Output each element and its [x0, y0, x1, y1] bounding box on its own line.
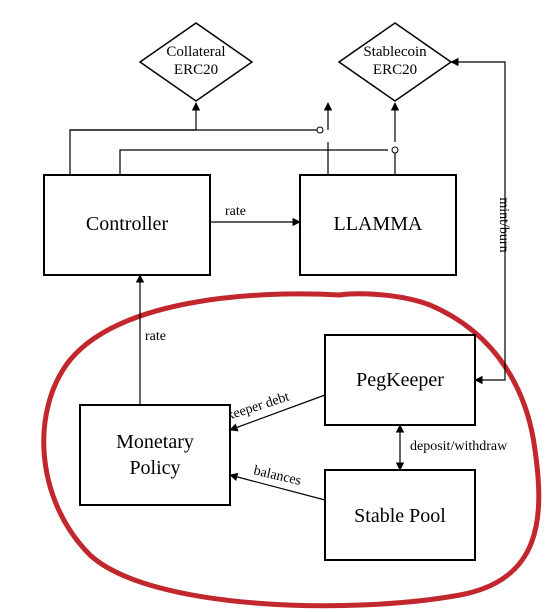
edge-label-depwith: deposit/withdraw	[410, 439, 508, 454]
svg-text:Policy: Policy	[129, 457, 180, 479]
svg-text:Stablecoin: Stablecoin	[363, 44, 427, 60]
svg-text:Controller: Controller	[86, 213, 169, 235]
edge-label-mintburn: mint/burn	[496, 197, 511, 252]
architecture-diagram: rate rate pegkeeper debt balances deposi…	[0, 0, 549, 612]
svg-text:ERC20: ERC20	[174, 62, 218, 78]
node-stablecoin: Stablecoin ERC20	[339, 23, 451, 101]
node-llamma: LLAMMA	[300, 175, 456, 275]
node-controller: Controller	[44, 175, 210, 275]
svg-text:PegKeeper: PegKeeper	[356, 369, 444, 391]
node-collateral: Collateral ERC20	[140, 23, 252, 101]
edge-label-rate1: rate	[225, 204, 246, 219]
svg-text:Stable Pool: Stable Pool	[354, 505, 446, 527]
svg-text:Monetary: Monetary	[116, 431, 194, 453]
svg-text:ERC20: ERC20	[373, 62, 417, 78]
edge-label-balances: balances	[252, 463, 302, 488]
edge-controller-collateral	[70, 130, 320, 175]
node-pegkeeper: PegKeeper	[325, 335, 475, 425]
svg-text:Collateral: Collateral	[166, 44, 225, 60]
node-monetary-policy: Monetary Policy	[80, 405, 230, 505]
node-stablepool: Stable Pool	[325, 470, 475, 560]
svg-text:LLAMMA: LLAMMA	[334, 213, 423, 235]
edge-label-rate2: rate	[145, 329, 166, 344]
